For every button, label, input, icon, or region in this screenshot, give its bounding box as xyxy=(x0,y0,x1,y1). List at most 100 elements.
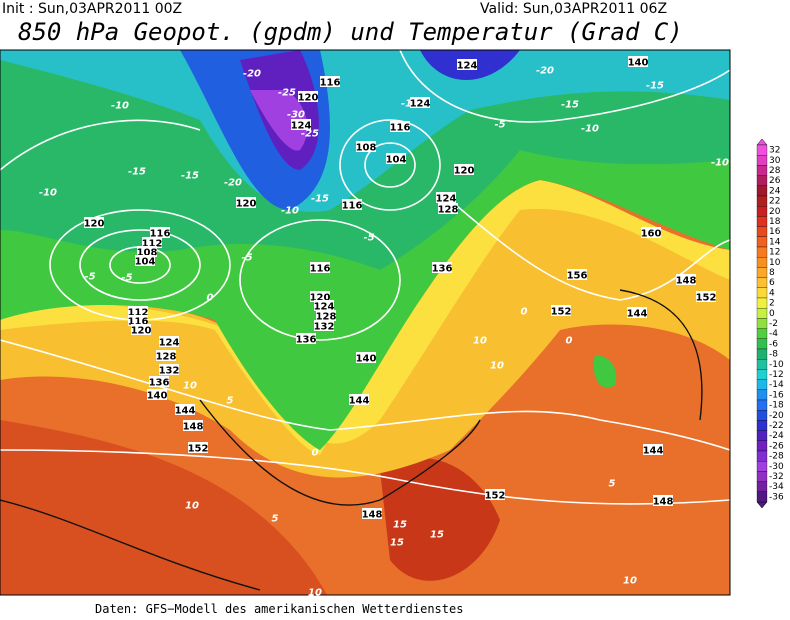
colorbar-cell xyxy=(756,175,768,186)
geopotential-label: 108 xyxy=(137,248,158,259)
colorbar-cell xyxy=(756,348,768,360)
colorbar-label: -18 xyxy=(769,401,784,411)
geopotential-label: 148 xyxy=(676,276,697,287)
label-box xyxy=(356,352,376,363)
geopotential-label: 148 xyxy=(653,497,674,508)
temperature-label: 10 xyxy=(185,501,199,512)
colorbar-label: 0 xyxy=(769,309,775,319)
colorbar-label: 6 xyxy=(769,278,775,288)
geopotential-label: 148 xyxy=(183,422,204,433)
temperature-label: -25 xyxy=(278,88,296,99)
geopotential-label: 144 xyxy=(627,309,648,320)
label-box xyxy=(436,192,456,203)
label-box xyxy=(320,76,340,87)
colorbar-cell xyxy=(756,206,768,217)
label-box xyxy=(432,262,452,273)
temperature-label: -20 xyxy=(536,66,554,77)
geopotential-label: 108 xyxy=(356,143,377,154)
geopotential-label: 132 xyxy=(314,322,335,333)
colorbar-cell xyxy=(756,155,768,166)
temperature-label: -10 xyxy=(111,101,129,112)
label-box xyxy=(135,255,155,266)
label-box xyxy=(676,274,696,285)
colorbar-cell xyxy=(756,420,768,431)
temperature-label: -10 xyxy=(711,158,729,169)
geopotential-label: 120 xyxy=(310,293,331,304)
temperature-label: -10 xyxy=(281,206,299,217)
geopotential-label: 156 xyxy=(567,271,588,282)
label-box xyxy=(137,246,157,257)
temperature-label: -5 xyxy=(241,253,252,264)
colorbar-cell xyxy=(756,440,768,452)
temperature-label: 5 xyxy=(609,479,616,490)
label-box xyxy=(159,364,179,375)
colorbar-label: 28 xyxy=(769,166,781,176)
geopotential-label: 120 xyxy=(84,219,105,230)
colorbar-label: -10 xyxy=(769,360,784,370)
colorbar-label: -14 xyxy=(769,380,784,390)
geopotential-label: 104 xyxy=(135,257,156,268)
label-box xyxy=(567,269,587,280)
label-box xyxy=(314,300,334,311)
label-box xyxy=(485,489,505,500)
temperature-label: 15 xyxy=(430,530,444,541)
geopotential-label: 152 xyxy=(485,491,506,502)
temperature-label: -30 xyxy=(287,110,305,121)
geopotential-label: 104 xyxy=(386,155,407,166)
temperature-label: 10 xyxy=(490,361,504,372)
geopotential-label: 144 xyxy=(349,396,370,407)
geopotential-label: 140 xyxy=(356,354,377,365)
colorbar-label: 20 xyxy=(769,207,781,217)
temperature-label: -5 xyxy=(84,272,95,283)
colorbar-cell xyxy=(756,318,768,329)
geopotential-label: 160 xyxy=(641,229,662,240)
label-box xyxy=(188,442,208,453)
geopotential-label: 140 xyxy=(628,58,649,69)
colorbar-cell xyxy=(756,389,768,401)
colorbar-label: 26 xyxy=(769,176,781,186)
colorbar-cell xyxy=(756,226,768,237)
colorbar-cell xyxy=(756,328,768,339)
geopotential-label: 112 xyxy=(128,308,149,319)
temperature-label: -15 xyxy=(561,100,579,111)
init-time: Init : Sun,03APR2011 00Z xyxy=(2,1,182,17)
colorbar-cell xyxy=(756,308,768,319)
label-box xyxy=(149,376,169,387)
geopotential-label: 152 xyxy=(551,307,572,318)
geopotential-label: 120 xyxy=(236,199,257,210)
colorbar-cell xyxy=(756,287,768,299)
label-box xyxy=(128,315,148,326)
label-box xyxy=(386,153,406,164)
colorbar-label: -32 xyxy=(769,472,784,482)
colorbar-cell xyxy=(756,491,768,503)
geopotential-label: 116 xyxy=(320,78,341,89)
contour-labels: -20116124-20140-15-10-25120124-30-25-151… xyxy=(39,56,729,599)
geopotential-label: 120 xyxy=(454,166,475,177)
label-box xyxy=(296,333,316,344)
geopotential-label: 136 xyxy=(432,264,453,275)
temperature-label: 10 xyxy=(473,336,487,347)
temperature-label: -20 xyxy=(224,178,242,189)
colorbar-label: 18 xyxy=(769,217,781,227)
label-box xyxy=(147,389,167,400)
colorbar-cell xyxy=(756,369,768,380)
colorbar-label: -20 xyxy=(769,411,784,421)
temperature-label: 15 xyxy=(390,538,404,549)
label-box xyxy=(236,197,256,208)
colorbar-cell xyxy=(756,410,768,421)
colorbar-cell xyxy=(756,195,768,207)
colorbar-label: -22 xyxy=(769,421,784,431)
geopotential-label: 136 xyxy=(149,378,170,389)
geopotential-label: 132 xyxy=(159,366,180,377)
geopotential-label: 152 xyxy=(696,293,717,304)
temperature-label: -5 xyxy=(121,273,132,284)
geopotential-label: 116 xyxy=(150,229,171,240)
temperature-label: 10 xyxy=(623,576,637,587)
colorbar-label: -6 xyxy=(769,339,778,349)
geopotential-label: 116 xyxy=(310,264,331,275)
label-box xyxy=(150,227,170,238)
colorbar-cell xyxy=(756,144,768,156)
colorbar-label: 32 xyxy=(769,146,780,156)
geopotential-label: 124 xyxy=(436,194,457,205)
